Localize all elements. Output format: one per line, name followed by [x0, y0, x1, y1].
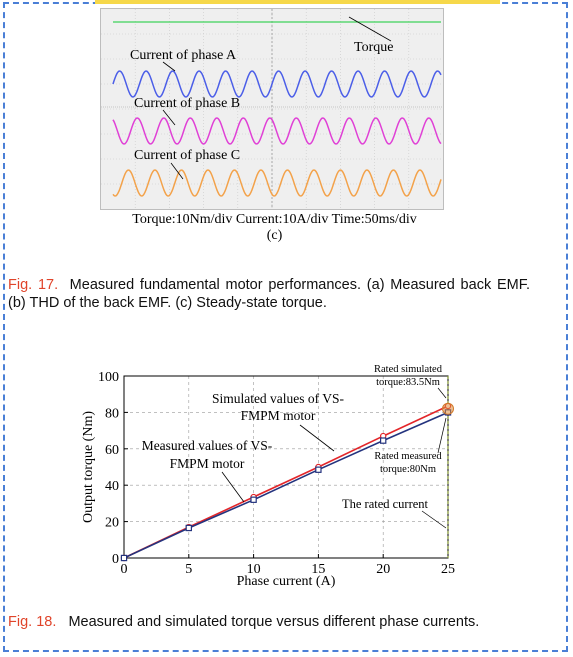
- x-tick-label: 25: [441, 562, 455, 577]
- annotation-rated-measured-line1: Rated measured: [374, 451, 442, 462]
- y-tick-label: 60: [105, 443, 119, 458]
- phase-c-arrow: [170, 162, 184, 180]
- phase-b-label: Current of phase B: [134, 96, 241, 111]
- annotation-simulated-line2: FMPM motor: [241, 408, 316, 423]
- scope-scale-text: Torque:10Nm/div Current:10A/div Time:50m…: [102, 212, 447, 244]
- rated-point-marker: [442, 402, 454, 415]
- x-tick-label: 20: [376, 562, 390, 577]
- annotation-rated-simulated-arrow: [437, 387, 447, 399]
- fig17-text: Measured fundamental motor performances.…: [8, 277, 530, 311]
- x-tick-label: 10: [247, 562, 261, 577]
- annotation-rated-current: The rated current: [342, 497, 429, 511]
- fig18-text: Measured and simulated torque versus dif…: [68, 614, 480, 630]
- oscilloscope-traces: [101, 9, 443, 209]
- y-tick-label: 100: [98, 370, 119, 385]
- fig18-caption: Fig. 18. Measured and simulated torque v…: [8, 613, 530, 631]
- series-line-measured: [123, 411, 449, 559]
- y-tick-label: 0: [112, 552, 119, 567]
- scope-scale-line: Torque:10Nm/div Current:10A/div Time:50m…: [132, 212, 417, 227]
- annotation-simulated-line1: Simulated values of VS-: [212, 391, 345, 406]
- phase-a-trace: [112, 70, 442, 98]
- top-highlight-bar: [95, 0, 500, 4]
- phase-a-arrow: [162, 61, 176, 72]
- annotation-rated-simulated-line1: Rated simulated: [374, 364, 443, 375]
- phase-a-label: Current of phase A: [130, 48, 237, 63]
- panel-label: (c): [266, 228, 283, 243]
- y-tick-label: 40: [105, 479, 119, 494]
- annotation-measured-line1: Measured values of VS-: [142, 438, 273, 453]
- measured-point: [120, 554, 128, 562]
- phase-c-trace: [112, 169, 442, 197]
- oscilloscope-figure: [100, 8, 444, 210]
- torque-chart: 0 5 10 15 20 25 0 20 40 60 80 100 Phase current (A) O…: [81, 364, 455, 588]
- phase-c-label: Current of phase C: [134, 148, 241, 163]
- x-axis-label: Phase current (A): [237, 574, 336, 588]
- annotation-rated-measured-arrow: [437, 417, 447, 454]
- annotation-measured-arrow: [221, 471, 245, 503]
- fig17-label: Fig. 17.: [8, 277, 59, 293]
- measured-point: [185, 524, 192, 532]
- x-tick-label: 5: [185, 562, 192, 577]
- annotation-measured-line2: FMPM motor: [170, 456, 245, 471]
- annotation-simulated-arrow: [299, 424, 335, 452]
- measured-point: [315, 466, 322, 473]
- annotation-rated-simulated-line2: torque:83.5Nm: [376, 377, 440, 388]
- torque-label: Torque: [354, 40, 394, 55]
- y-axis-label: Output torque (Nm): [81, 411, 96, 523]
- y-tick-label: 20: [105, 516, 119, 531]
- annotation-rated-current-arrow: [421, 510, 447, 529]
- fig18-label: Fig. 18.: [8, 614, 57, 630]
- torque-arrow: [348, 16, 392, 42]
- x-tick-label: 0: [121, 562, 128, 577]
- fig17-caption: Fig. 17. Measured fundamental motor perf…: [8, 276, 530, 312]
- measured-point: [380, 437, 387, 444]
- phase-b-arrow: [162, 109, 176, 126]
- phase-b-trace: [112, 117, 442, 145]
- annotation-rated-measured-line2: torque:80Nm: [380, 464, 436, 475]
- x-tick-label: 15: [311, 562, 325, 577]
- measured-point: [250, 496, 257, 503]
- y-tick-label: 80: [105, 406, 119, 421]
